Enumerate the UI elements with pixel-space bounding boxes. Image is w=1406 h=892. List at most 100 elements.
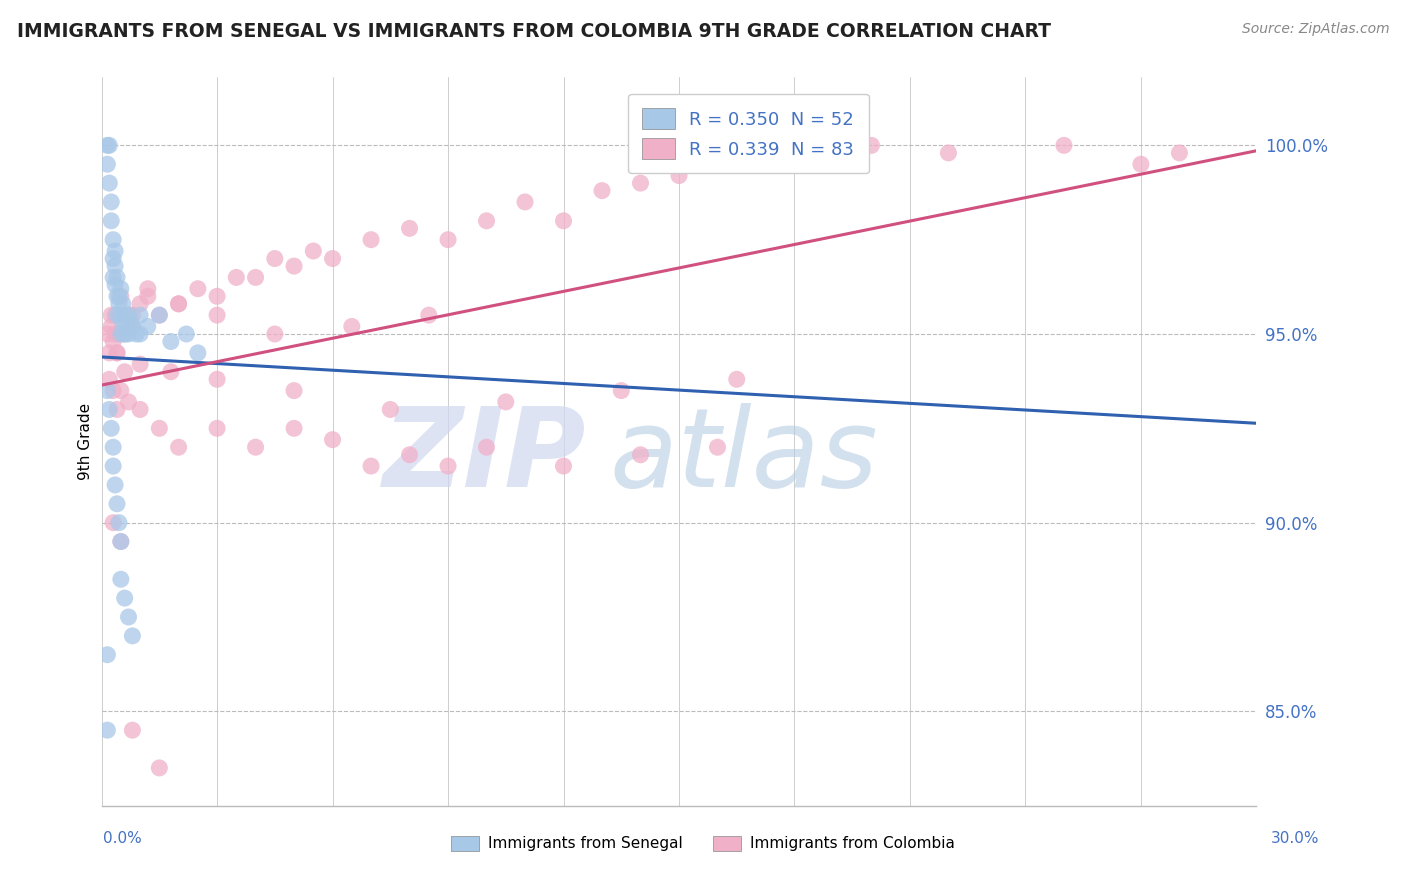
Point (110, 289, 132, 303)
Point (114, 308, 136, 322)
Text: atlas: atlas (610, 402, 879, 509)
Point (108, 297, 131, 311)
Point (263, 326, 285, 341)
Point (495, 395, 517, 409)
Point (110, 534, 132, 549)
Point (245, 440, 267, 454)
Point (114, 326, 136, 341)
Point (105, 346, 128, 360)
Point (114, 326, 136, 341)
Point (205, 421, 228, 435)
Point (630, 448, 652, 462)
Point (225, 270, 247, 285)
Text: Source: ZipAtlas.com: Source: ZipAtlas.com (1241, 22, 1389, 37)
Point (98, 372, 121, 386)
Point (115, 319, 138, 334)
Point (105, 402, 128, 417)
Point (745, 157, 768, 171)
Point (475, 214, 498, 228)
Point (437, 458, 460, 473)
Point (129, 326, 152, 341)
Point (96, 384, 118, 398)
Point (283, 421, 305, 435)
Point (398, 448, 420, 462)
Point (98, 176, 121, 190)
Point (553, 214, 575, 228)
Point (117, 610, 139, 624)
Point (121, 629, 143, 643)
Point (187, 282, 209, 296)
Point (110, 308, 132, 322)
Point (121, 308, 143, 322)
Point (114, 591, 136, 606)
Point (129, 297, 152, 311)
Point (100, 214, 122, 228)
Point (98, 138, 121, 153)
Point (96, 157, 118, 171)
Point (98, 346, 121, 360)
Point (187, 346, 209, 360)
Point (105, 497, 128, 511)
Point (148, 421, 170, 435)
Point (104, 478, 127, 492)
Point (302, 244, 325, 258)
Point (117, 308, 139, 322)
Point (96, 326, 118, 341)
Point (108, 326, 131, 341)
Text: 0.0%: 0.0% (103, 831, 142, 847)
Point (101, 270, 124, 285)
Point (1129, 157, 1152, 171)
Point (105, 346, 128, 360)
Point (205, 372, 228, 386)
Text: ZIP: ZIP (382, 402, 586, 509)
Point (668, 169, 690, 183)
Point (148, 761, 170, 775)
Point (398, 221, 420, 235)
Point (174, 326, 197, 341)
Point (104, 277, 127, 292)
Point (110, 534, 132, 549)
Point (98, 402, 121, 417)
Point (725, 372, 748, 386)
Point (100, 194, 122, 209)
Point (938, 145, 960, 160)
Point (160, 334, 183, 349)
Point (283, 259, 305, 273)
Point (148, 308, 170, 322)
Point (380, 402, 402, 417)
Point (129, 308, 152, 322)
Legend: Immigrants from Senegal, Immigrants from Colombia: Immigrants from Senegal, Immigrants from… (446, 830, 960, 857)
Point (783, 145, 806, 160)
Point (121, 319, 143, 334)
Text: 30.0%: 30.0% (1271, 831, 1319, 847)
Point (111, 297, 134, 311)
Point (101, 233, 124, 247)
Point (245, 270, 267, 285)
Point (322, 252, 344, 266)
Point (437, 233, 460, 247)
Point (1168, 145, 1191, 160)
Point (104, 326, 127, 341)
Point (610, 384, 633, 398)
Point (167, 297, 190, 311)
Text: IMMIGRANTS FROM SENEGAL VS IMMIGRANTS FROM COLOMBIA 9TH GRADE CORRELATION CHART: IMMIGRANTS FROM SENEGAL VS IMMIGRANTS FR… (17, 22, 1050, 41)
Point (111, 316, 134, 330)
Point (263, 252, 285, 266)
Point (117, 395, 139, 409)
Point (101, 458, 124, 473)
Point (125, 326, 148, 341)
Point (513, 194, 536, 209)
Point (706, 440, 728, 454)
Point (205, 308, 228, 322)
Point (630, 176, 652, 190)
Point (283, 384, 305, 398)
Point (475, 440, 498, 454)
Point (110, 282, 132, 296)
Point (860, 138, 883, 153)
Point (114, 365, 136, 379)
Point (100, 319, 122, 334)
Point (129, 402, 152, 417)
Point (160, 365, 183, 379)
Point (105, 270, 128, 285)
Point (167, 440, 190, 454)
